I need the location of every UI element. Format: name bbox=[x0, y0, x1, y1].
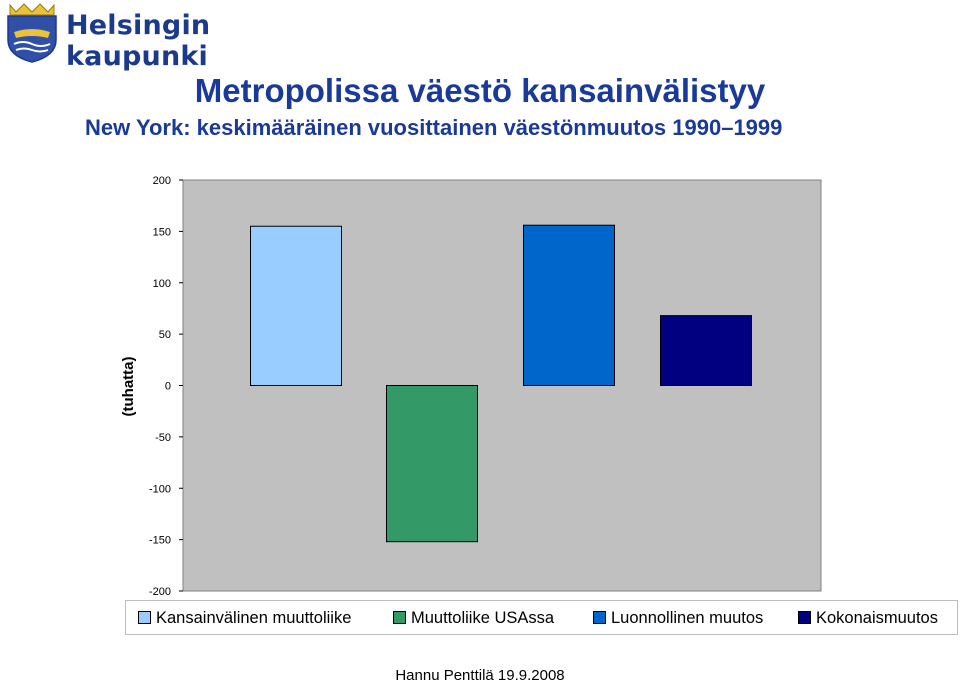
legend-item-international: Kansainvälinen muuttoliike bbox=[138, 609, 351, 628]
y-tick-label: 100 bbox=[153, 278, 171, 290]
legend-label: Muuttoliike USAssa bbox=[411, 609, 555, 627]
y-tick-label: 50 bbox=[159, 329, 171, 341]
chart-legend: Kansainvälinen muuttoliike Muuttoliike U… bbox=[125, 600, 958, 635]
y-tick-label: -100 bbox=[149, 483, 171, 495]
y-tick-label: -150 bbox=[149, 535, 171, 547]
legend-item-domestic: Muuttoliike USAssa bbox=[393, 609, 554, 628]
page-title: Metropolissa väestö kansainvälistyy bbox=[194, 72, 766, 109]
legend-swatch bbox=[593, 611, 606, 624]
bar bbox=[386, 385, 478, 543]
y-tick-label: 200 bbox=[153, 175, 171, 187]
logo: Helsingin kaupunki bbox=[0, 0, 300, 72]
legend-label: Kansainvälinen muuttoliike bbox=[156, 609, 352, 627]
y-tick-label: 150 bbox=[153, 226, 171, 238]
bar bbox=[660, 315, 752, 387]
y-axis-label: (tuhatta) bbox=[120, 357, 137, 417]
legend-item-total: Kokonaismuutos bbox=[798, 609, 938, 628]
y-tick-label: -50 bbox=[155, 432, 171, 444]
footer-credit: Hannu Penttilä 19.9.2008 bbox=[395, 667, 565, 684]
legend-label: Kokonaismuutos bbox=[816, 609, 938, 627]
legend-swatch bbox=[798, 611, 811, 624]
legend-swatch bbox=[138, 611, 151, 624]
bar bbox=[250, 225, 342, 386]
logo-text: Helsingin kaupunki bbox=[66, 10, 211, 72]
bar-chart: 200 150 100 50 0 -50 -100 -150 -200 (tuhatta) bbox=[120, 175, 822, 598]
city-crest-icon bbox=[7, 3, 57, 63]
y-tick-label: 0 bbox=[165, 381, 171, 393]
legend-swatch bbox=[393, 611, 406, 624]
legend-label: Luonnollinen muutos bbox=[611, 609, 764, 627]
y-tick-label: -200 bbox=[149, 586, 171, 598]
chart-subtitle: New York: keskimääräinen vuosittainen vä… bbox=[85, 115, 783, 140]
legend-item-natural: Luonnollinen muutos bbox=[593, 609, 763, 628]
bar bbox=[523, 224, 615, 386]
